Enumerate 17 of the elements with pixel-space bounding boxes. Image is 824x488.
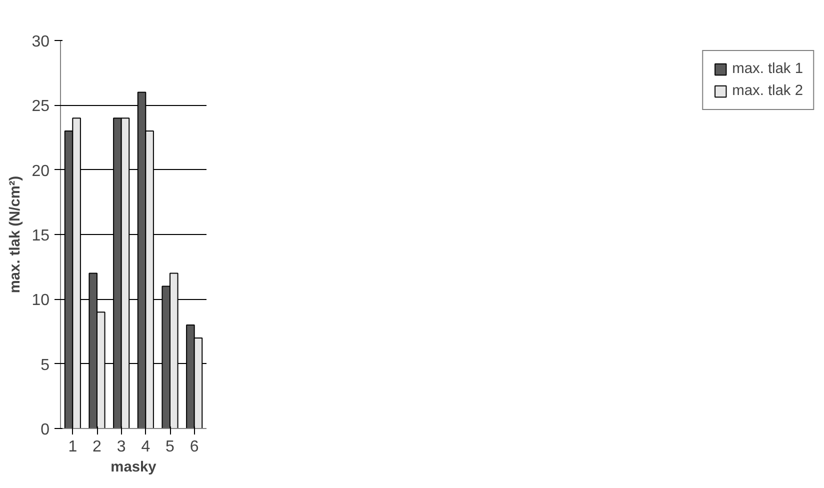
x-tick-label: 3 — [116, 438, 126, 456]
legend-label: max. tlak 2 — [732, 83, 803, 99]
x-tick-label: 5 — [166, 438, 175, 456]
y-tick-label: 0 — [40, 422, 50, 438]
legend-label: max. tlak 1 — [732, 61, 803, 77]
y-tick-label: 25 — [32, 98, 50, 116]
y-axis-title: max. tlak (N/cm²) — [8, 176, 24, 294]
x-axis-title: masky — [110, 460, 158, 476]
x-tick-label: 4 — [141, 438, 150, 456]
y-tick-label: 15 — [32, 228, 50, 244]
x-tick-label: 6 — [190, 438, 199, 456]
y-tick-label: 20 — [32, 162, 50, 180]
y-tick-label: 10 — [32, 292, 50, 310]
x-tick-label: 2 — [92, 438, 102, 456]
x-tick-label: 1 — [68, 438, 78, 456]
y-tick-label: 5 — [40, 356, 50, 374]
y-tick-label: 30 — [32, 34, 50, 50]
